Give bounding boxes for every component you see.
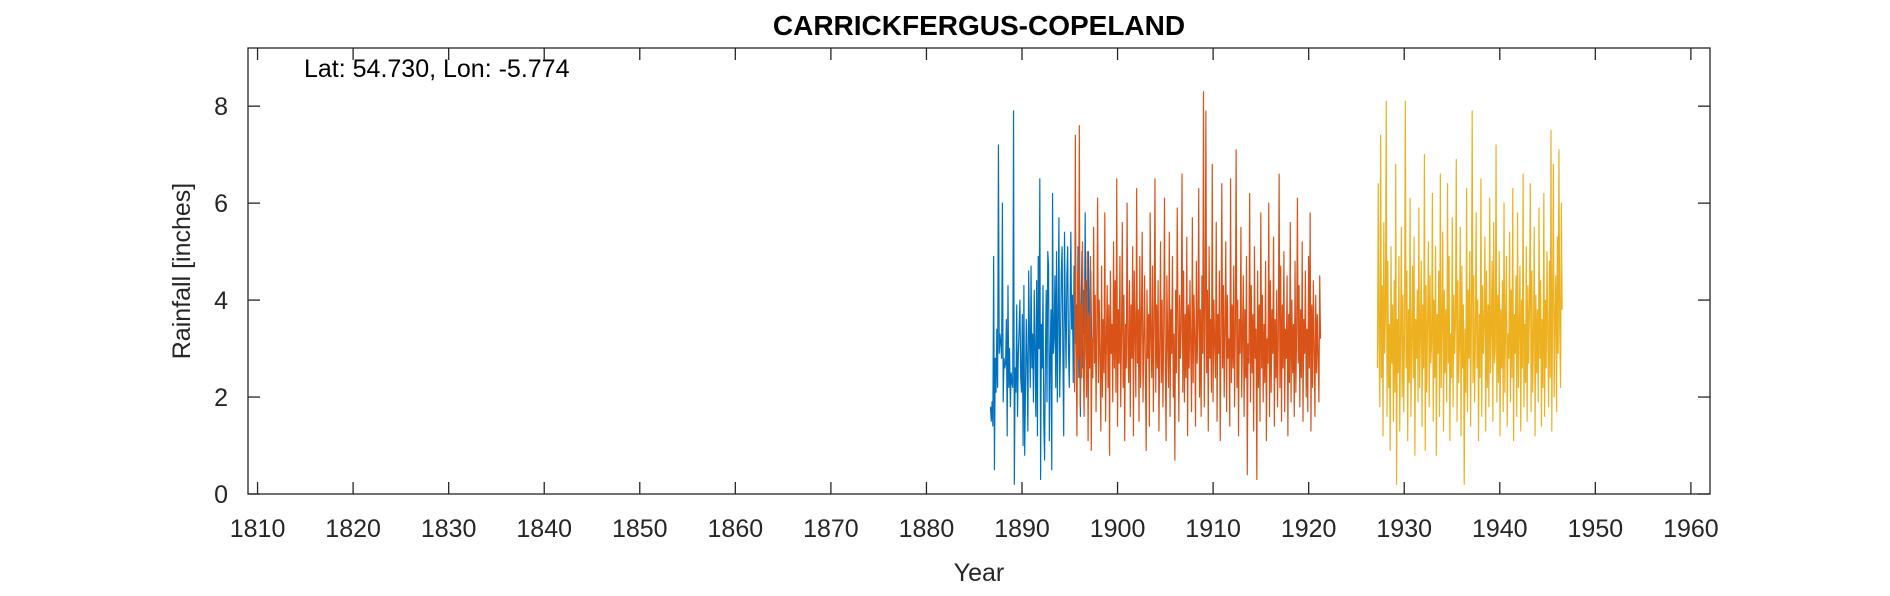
rainfall-series-3-line	[1376, 100, 1563, 485]
x-axis-label: Year	[954, 559, 1005, 587]
axes-box	[247, 47, 1711, 495]
series-layer	[989, 91, 1563, 485]
x-tick-label: 1830	[421, 515, 477, 543]
x-tick-label: 1840	[516, 515, 572, 543]
x-tick-label: 1810	[230, 515, 286, 543]
x-tick-label: 1950	[1568, 515, 1624, 543]
x-tick-label: 1930	[1376, 515, 1432, 543]
axes-layer: 1810 1820 1830 1840 1850 1860 1870 1880 1890 1900…	[214, 47, 1719, 543]
plot-area-background	[248, 48, 1710, 494]
y-tick-label: 4	[214, 287, 228, 315]
y-tick-label: 2	[214, 384, 228, 412]
chart-title: CARRICKFERGUS-COPELAND	[773, 10, 1185, 41]
x-tick-label: 1860	[708, 515, 764, 543]
x-tick-label: 1910	[1185, 515, 1241, 543]
y-tick-label: 8	[214, 93, 228, 121]
x-tick-label: 1880	[899, 515, 955, 543]
x-tick-label: 1850	[612, 515, 668, 543]
rainfall-series-2-line	[1073, 91, 1322, 481]
x-tick-label: 1920	[1281, 515, 1337, 543]
x-tick-label: 1820	[325, 515, 381, 543]
x-tick-label: 1890	[994, 515, 1050, 543]
x-tick-label: 1940	[1472, 515, 1528, 543]
y-tick-label: 0	[214, 481, 228, 509]
x-tick-label: 1870	[803, 515, 859, 543]
x-tick-label: 1960	[1663, 515, 1719, 543]
y-tick-label: 6	[214, 190, 228, 218]
x-tick-label: 1900	[1090, 515, 1146, 543]
station-coordinates-label: Lat: 54.730, Lon: -5.774	[304, 55, 570, 83]
y-axis-label: Rainfall [inches]	[168, 183, 196, 359]
